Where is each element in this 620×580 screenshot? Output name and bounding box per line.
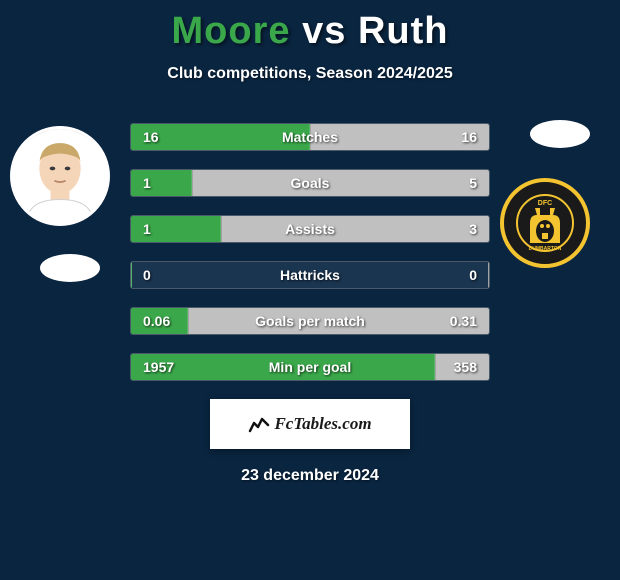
player1-flag — [40, 254, 100, 282]
player2-club-badge: DFC DUMBARTON — [500, 178, 590, 268]
comparison-card: Moore vs Ruth Club competitions, Season … — [0, 0, 620, 485]
stat-label: Goals per match — [255, 313, 365, 329]
stat-value-right: 358 — [454, 359, 477, 375]
bar-right — [192, 170, 489, 196]
stat-label: Min per goal — [269, 359, 351, 375]
player1-name: Moore — [172, 10, 291, 52]
stat-value-right: 0.31 — [450, 313, 477, 329]
stat-row: 1957 358 Min per goal — [130, 353, 490, 381]
svg-text:DUMBARTON: DUMBARTON — [529, 246, 562, 252]
brand-badge[interactable]: FcTables.com — [210, 399, 410, 449]
vs-text: vs — [302, 10, 346, 52]
stat-value-left: 16 — [143, 129, 159, 145]
footer-date: 23 december 2024 — [0, 467, 620, 485]
page-title: Moore vs Ruth — [0, 10, 620, 53]
brand-text: FcTables.com — [274, 414, 371, 434]
player2-flag — [530, 120, 590, 148]
stat-value-right: 16 — [461, 129, 477, 145]
bar-left — [131, 170, 192, 196]
stat-value-right: 0 — [469, 267, 477, 283]
subtitle: Club competitions, Season 2024/2025 — [0, 65, 620, 83]
stat-value-left: 0 — [143, 267, 151, 283]
stat-row: 16 16 Matches — [130, 123, 490, 151]
stat-row: 1 5 Goals — [130, 169, 490, 197]
bar-right — [488, 262, 489, 288]
bar-left — [131, 262, 132, 288]
stats-table: 16 16 Matches 1 5 Goals 1 3 Assists 0 0 Hattricks 0.… — [130, 123, 490, 381]
stat-row: 1 3 Assists — [130, 215, 490, 243]
stat-value-left: 1957 — [143, 359, 174, 375]
svg-text:DFC: DFC — [538, 200, 552, 207]
stat-label: Goals — [291, 175, 330, 191]
player2-name: Ruth — [358, 10, 449, 52]
player1-photo — [10, 126, 110, 226]
stat-label: Matches — [282, 129, 338, 145]
stat-row: 0 0 Hattricks — [130, 261, 490, 289]
stat-value-right: 3 — [469, 221, 477, 237]
stat-value-left: 1 — [143, 175, 151, 191]
stat-value-right: 5 — [469, 175, 477, 191]
stat-value-left: 0.06 — [143, 313, 170, 329]
stat-row: 0.06 0.31 Goals per match — [130, 307, 490, 335]
stat-label: Hattricks — [280, 267, 340, 283]
brand-icon — [248, 413, 270, 435]
stat-label: Assists — [285, 221, 335, 237]
bar-right — [221, 216, 490, 242]
stat-value-left: 1 — [143, 221, 151, 237]
